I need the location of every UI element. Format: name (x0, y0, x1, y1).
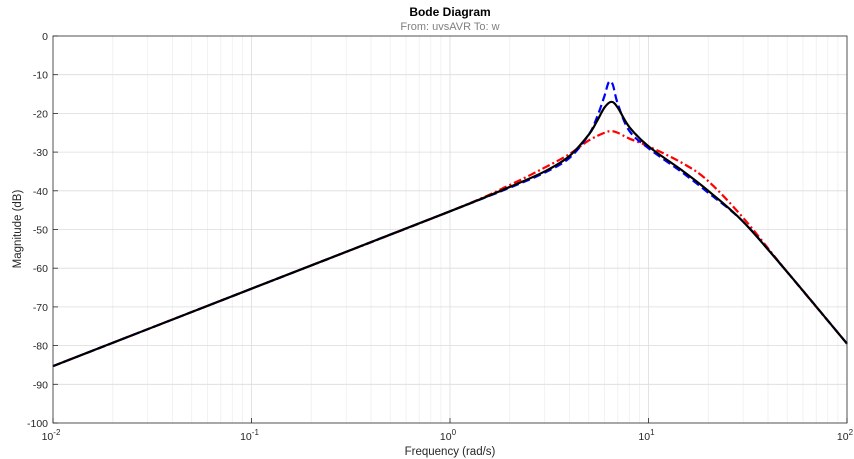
x-tick-label: 100 (440, 428, 457, 443)
y-tick-label: -20 (33, 108, 48, 120)
y-axis-label: Magnitude (dB) (12, 190, 24, 269)
series-line-black (52, 100, 848, 368)
y-tick-label: -60 (33, 263, 48, 275)
y-tick-label: -70 (33, 302, 48, 314)
x-axis-label: Frequency (rad/s) (405, 446, 496, 458)
series-group (52, 80, 848, 368)
x-tick-label: 10-1 (240, 428, 259, 443)
y-tick-label: 0 (42, 31, 48, 43)
y-tick-label: -90 (33, 379, 48, 391)
y-tick-label: -50 (33, 225, 48, 237)
y-tick-label: -10 (33, 70, 48, 82)
chart-title: Bode Diagram (409, 5, 490, 19)
x-tick-label: 101 (638, 428, 655, 443)
x-tick-label: 102 (837, 428, 854, 443)
grid (53, 36, 847, 423)
x-tick-label: 10-2 (42, 428, 61, 443)
chart-subtitle: From: uvsAVR To: w (400, 21, 499, 33)
y-tick-label: -30 (33, 147, 48, 159)
y-tick-label: -40 (33, 186, 48, 198)
y-tick-label: -100 (27, 418, 48, 430)
y-tick-label: -80 (33, 341, 48, 353)
